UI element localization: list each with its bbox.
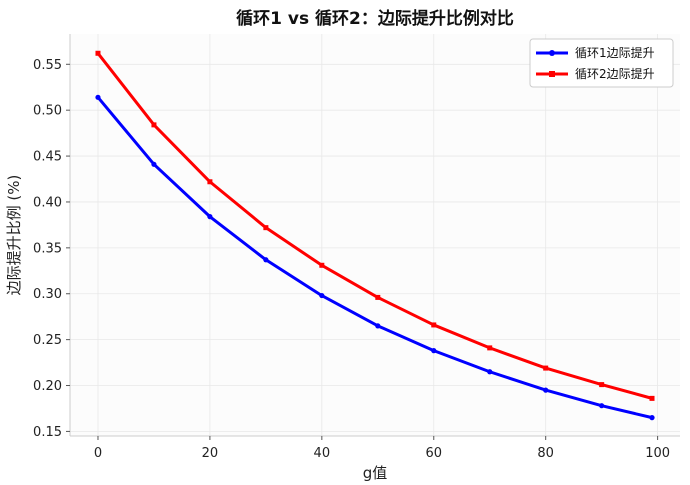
x-tick-label: 0 (94, 446, 102, 461)
series-2-point (95, 50, 101, 56)
series-2-point (599, 382, 605, 388)
series-2-point (151, 122, 157, 128)
series-1-point (599, 403, 605, 409)
y-tick-label: 0.35 (33, 241, 62, 256)
series-1-point (487, 369, 493, 375)
y-tick-label: 0.20 (33, 379, 62, 394)
series-1-point (431, 348, 437, 354)
legend: 循环1边际提升 循环2边际提升 (529, 38, 674, 88)
series-2-point (649, 395, 655, 401)
legend-label-series-1: 循环1边际提升 (575, 45, 655, 60)
series-1-point (375, 323, 381, 329)
ticks: 0 20 40 60 80 100 0.15 0.20 0.25 0.30 0.35 0.40 0.45… (33, 58, 670, 461)
plot-area (70, 34, 680, 436)
series (95, 50, 655, 421)
chart-title: 循环1 vs 循环2：边际提升比例对比 (236, 8, 514, 29)
y-tick-label: 0.55 (33, 58, 62, 73)
y-tick-label: 0.40 (33, 195, 62, 210)
x-tick-label: 100 (645, 446, 670, 461)
series-1-point (151, 161, 157, 167)
series-1-point (95, 94, 101, 100)
series-1-point (263, 257, 269, 263)
x-axis-title: g值 (363, 464, 388, 482)
y-axis-title: 边际提升比例 (%) (5, 175, 23, 296)
legend-marker-series-1 (549, 50, 555, 56)
series-1-point (207, 214, 213, 220)
series-2-point (207, 179, 213, 185)
series-2-point (431, 322, 437, 328)
y-tick-label: 0.30 (33, 287, 62, 302)
series-1-point (649, 415, 655, 421)
series-1-point (319, 292, 325, 299)
x-tick-label: 20 (202, 446, 219, 461)
x-tick-label: 80 (537, 446, 554, 461)
legend-label-series-2: 循环2边际提升 (575, 66, 655, 81)
series-2-point (543, 365, 549, 371)
series-2-point (319, 262, 325, 268)
y-tick-label: 0.15 (33, 425, 62, 440)
x-tick-label: 60 (425, 446, 442, 461)
grid (70, 34, 680, 436)
series-2-point (487, 345, 493, 351)
series-1-point (543, 387, 549, 393)
series-2-point (263, 225, 269, 231)
y-tick-label: 0.25 (33, 333, 62, 348)
y-tick-label: 0.45 (33, 150, 62, 165)
x-tick-label: 40 (314, 446, 331, 461)
series-2-point (375, 294, 381, 300)
y-tick-label: 0.50 (33, 104, 62, 119)
legend-marker-series-2 (549, 71, 555, 77)
